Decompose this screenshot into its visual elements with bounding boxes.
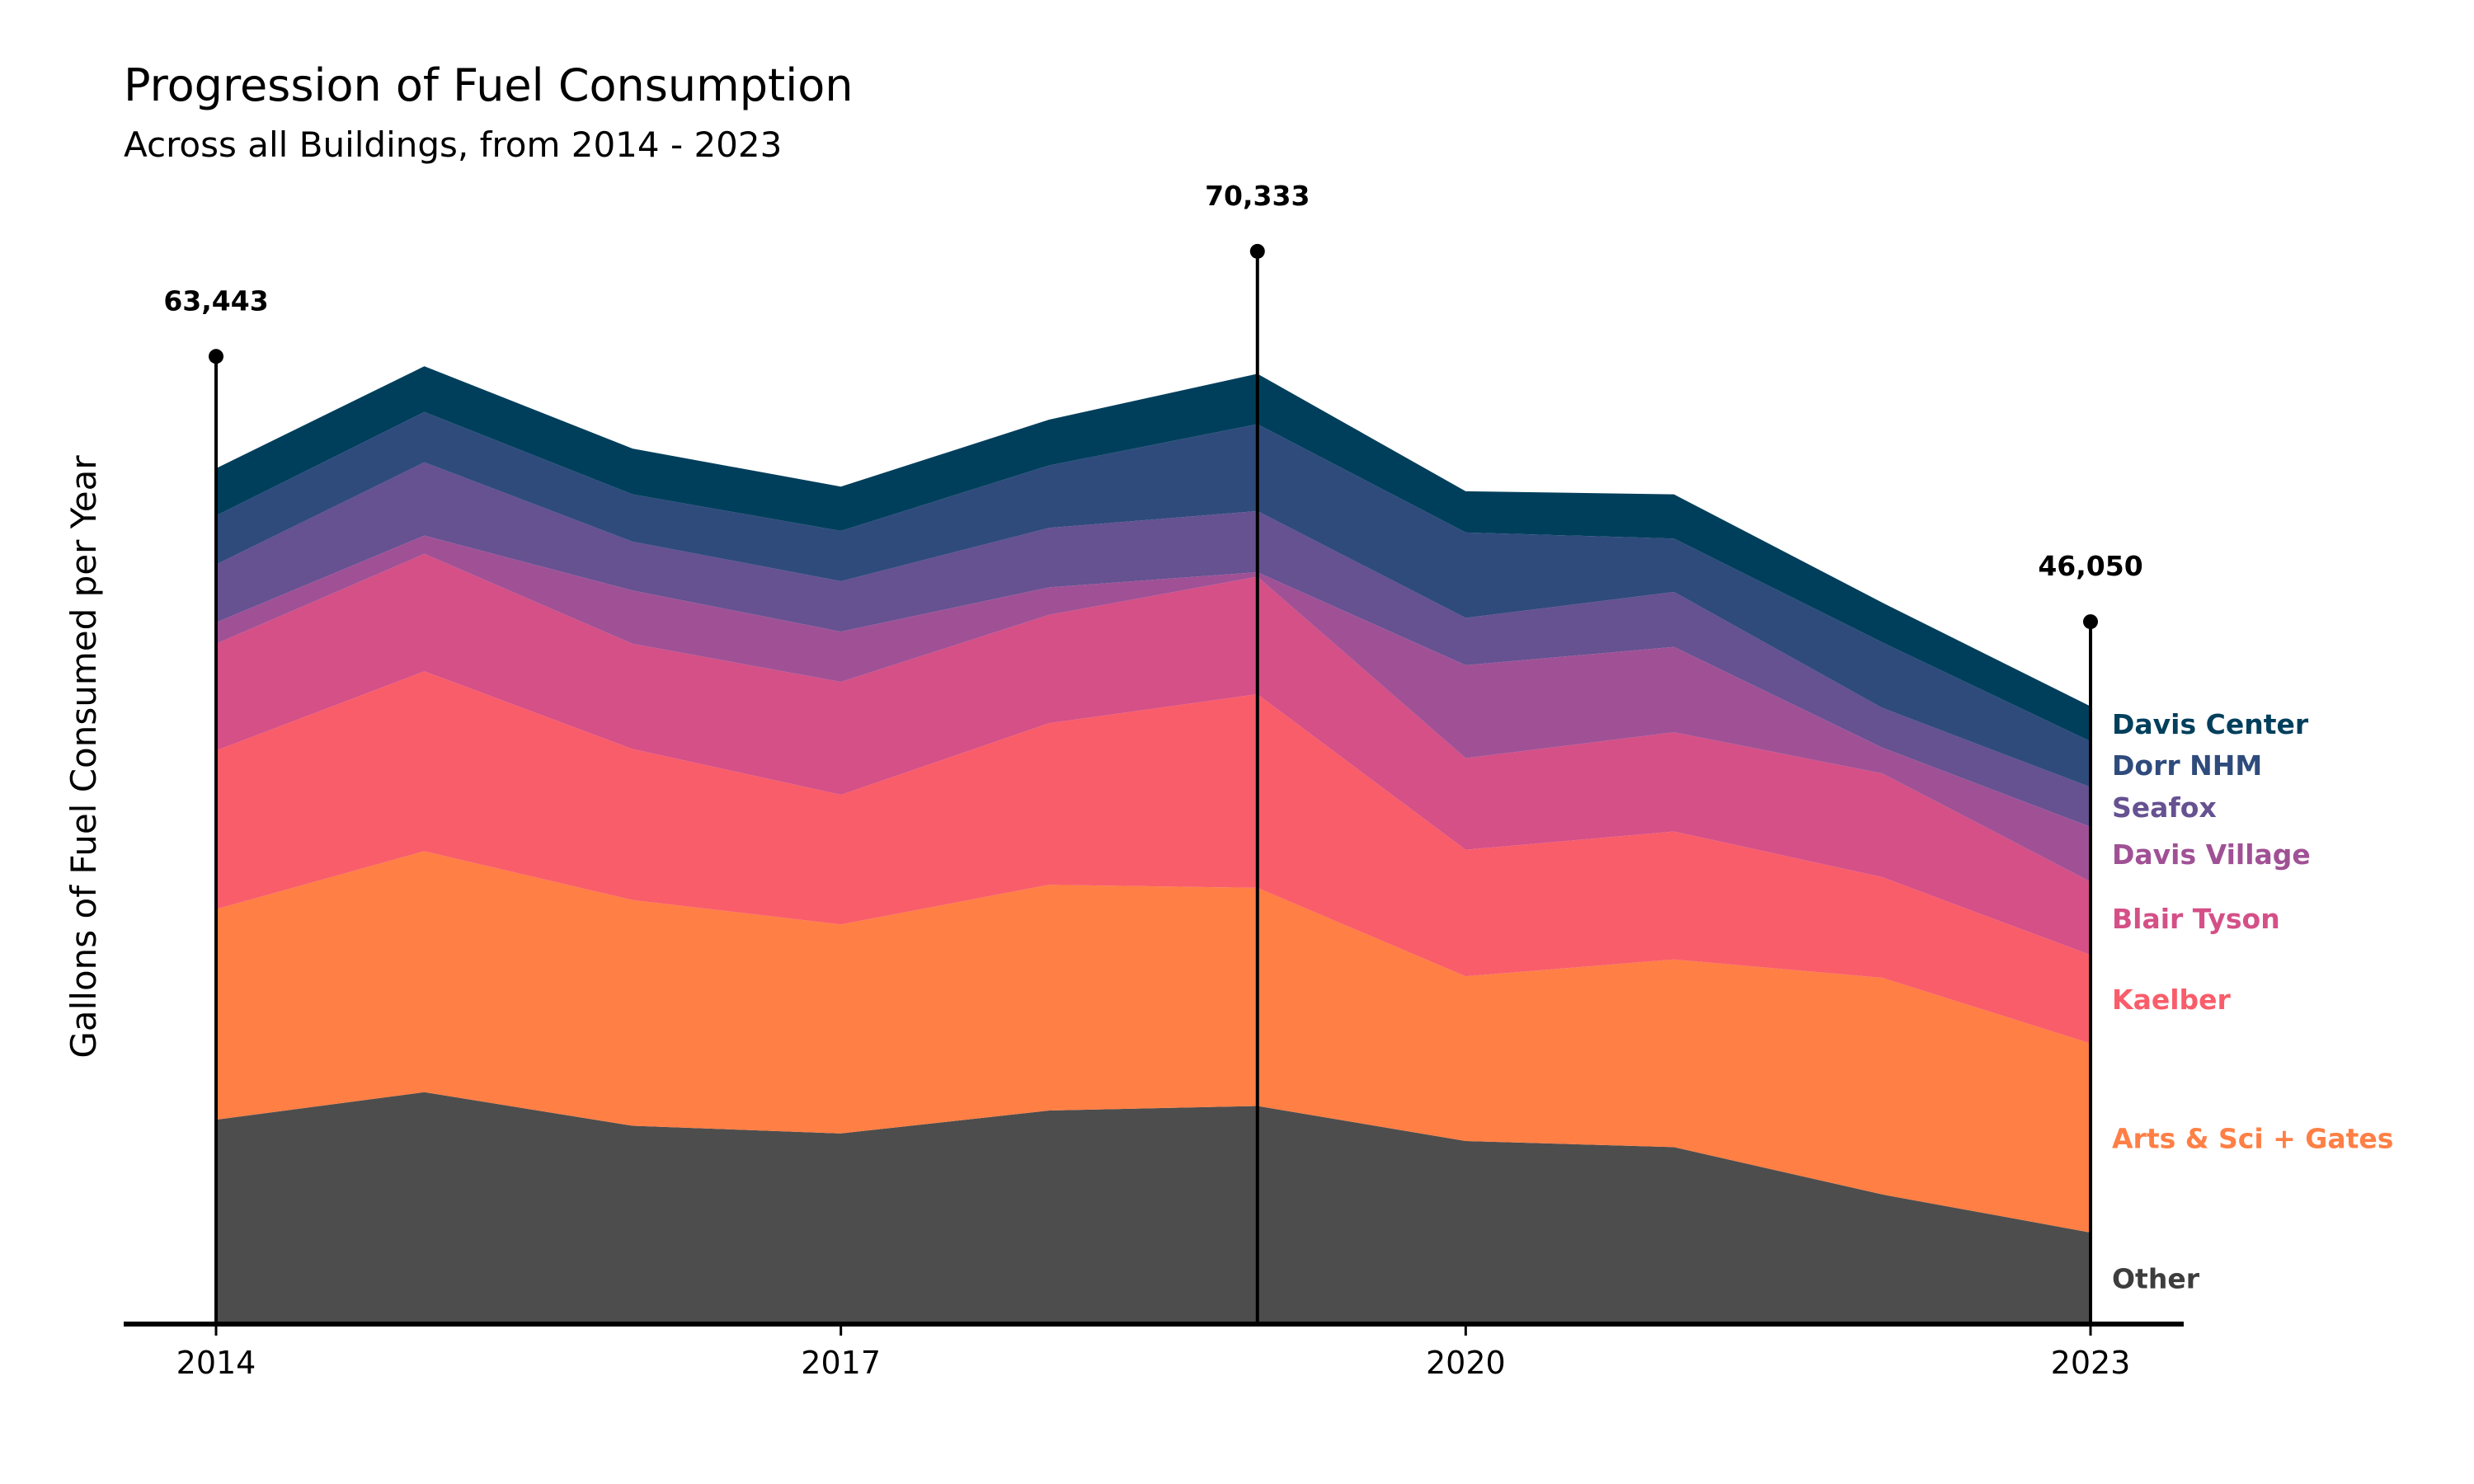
area-davis-center [216, 366, 2091, 742]
annotation-value: 70,333 [1205, 180, 1310, 212]
series-label: Other [2112, 1263, 2200, 1295]
annotation-dot [209, 349, 223, 364]
series-label: Seafox [2112, 791, 2217, 824]
area-blair-tyson [216, 553, 2091, 956]
chart-title: Progression of Fuel Consumption [124, 59, 853, 111]
peak-annotations: 63,443 70,333 46,050 [163, 180, 2143, 1324]
series-label: Davis Village [2112, 838, 2311, 871]
series-label: Davis Center [2112, 708, 2309, 740]
annotation-dot [1249, 243, 1265, 259]
series-label: Dorr NHM [2112, 749, 2262, 782]
x-tick-label: 2017 [801, 1345, 881, 1381]
series-label: Kaelber [2112, 984, 2232, 1016]
series-label: Arts & Sci + Gates [2112, 1122, 2393, 1154]
area-dorr-nhm [216, 411, 2091, 787]
area-other [216, 1092, 2091, 1324]
annotation-value: 63,443 [163, 284, 268, 317]
x-tick-label: 2020 [1426, 1345, 1506, 1381]
annotation-value: 46,050 [2038, 550, 2142, 582]
x-axis: 2014 2017 2020 2023 [124, 1322, 2184, 1381]
area-davis-village [216, 535, 2091, 882]
area-kaelber [216, 671, 2091, 1044]
area-seafox [216, 462, 2091, 827]
series-label: Blair Tyson [2112, 903, 2280, 935]
annotation-dot [2083, 614, 2098, 630]
area-arts-sci-gates [216, 851, 2091, 1233]
x-tick-label: 2023 [2051, 1345, 2131, 1381]
series-labels: Other Arts & Sci + Gates Kaelber Blair Tyso… [2112, 708, 2393, 1294]
chart-subtitle: Across all Buildings, from 2014 - 2023 [124, 124, 782, 165]
x-tick-label: 2014 [176, 1345, 256, 1381]
y-axis-label: Gallons of Fuel Consumed per Year [63, 455, 104, 1059]
stacked-areas [216, 366, 2091, 1324]
